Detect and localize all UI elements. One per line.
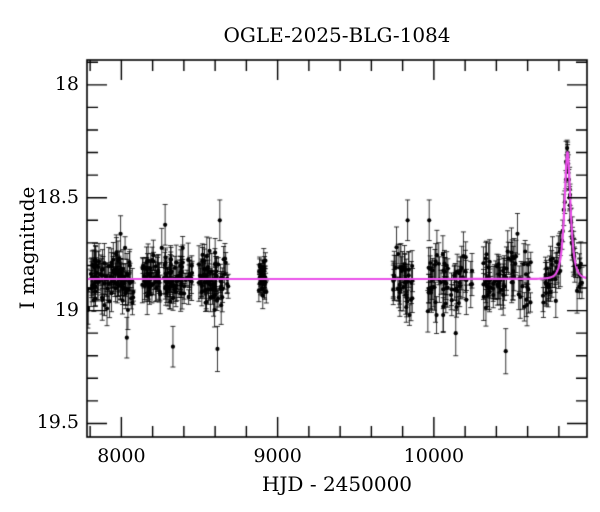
y-tick-label: 19 [54,298,79,321]
y-tick-label: 18 [54,72,79,95]
y-tick-label: 18.5 [36,185,79,208]
x-tick-label: 10000 [403,445,465,467]
y-tick-label: 19.5 [36,411,79,434]
chart-title: OGLE-2025-BLG-1084 [223,23,451,47]
x-tick-label: 8000 [97,445,146,467]
x-axis-label: HJD - 2450000 [261,472,413,496]
x-tick-label: 9000 [253,445,302,467]
